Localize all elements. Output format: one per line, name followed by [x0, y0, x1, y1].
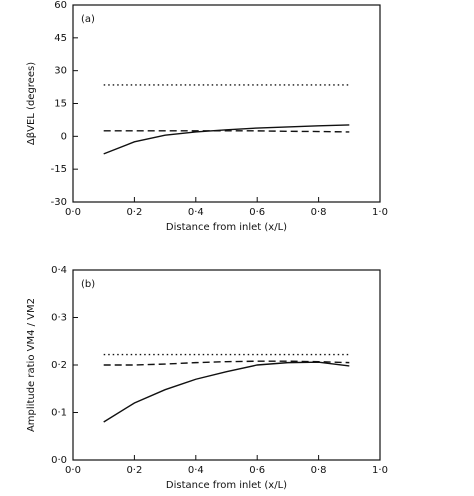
data-line	[103, 130, 350, 133]
x-tick-label: 1·0	[372, 207, 388, 218]
x-axis-label: Distance from inlet (x/L)	[166, 222, 287, 233]
y-tick-label: 60	[54, 0, 67, 11]
data-line	[103, 361, 350, 423]
x-axis-label: Distance from inlet (x/L)	[166, 480, 287, 491]
data-line	[103, 360, 350, 366]
y-tick-label: 0·1	[51, 408, 67, 419]
x-tick-label: 0·4	[188, 465, 204, 476]
y-tick-label: 0·3	[51, 313, 67, 324]
panel-label: (b)	[81, 279, 95, 290]
y-tick-label: 0·2	[51, 360, 67, 371]
x-tick-label: 0·2	[126, 207, 142, 218]
y-tick-label: 0·4	[51, 265, 67, 276]
y-tick-label: 15	[54, 99, 67, 110]
y-tick-label: -30	[51, 197, 67, 208]
y-tick-label: 0·0	[51, 455, 67, 466]
x-tick-label: 0·6	[249, 207, 265, 218]
x-tick-label: 0·8	[311, 207, 327, 218]
x-tick-label: 0·0	[65, 465, 81, 476]
x-tick-label: 0·8	[311, 465, 327, 476]
panel-label: (a)	[81, 14, 95, 25]
x-tick-label: 0·0	[65, 207, 81, 218]
y-tick-label: 0	[61, 131, 67, 142]
y-tick-label: 45	[54, 33, 67, 44]
plot-frame	[72, 4, 381, 203]
x-tick-label: 0·2	[126, 465, 142, 476]
x-tick-label: 1·0	[372, 465, 388, 476]
x-tick-label: 0·6	[249, 465, 265, 476]
y-tick-label: 30	[54, 66, 67, 77]
data-line	[103, 124, 350, 155]
y-axis-label: ΔβVEL (degrees)	[26, 62, 37, 145]
y-tick-label: -15	[51, 164, 67, 175]
x-tick-label: 0·4	[188, 207, 204, 218]
y-axis-label: Amplitude ratio VM4 / VM2	[26, 298, 37, 432]
